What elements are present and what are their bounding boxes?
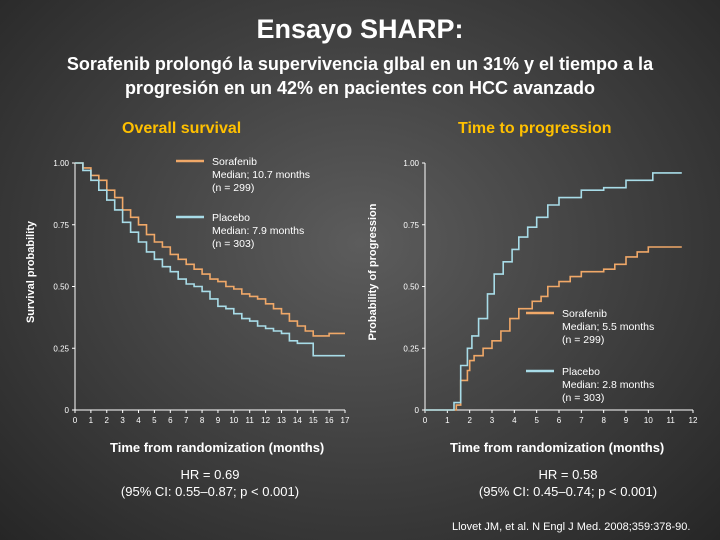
os-legend-text-placebo: (n = 303) [212, 238, 254, 250]
os-x-tick-label: 1 [89, 416, 94, 425]
ttp-x-tick-label: 4 [512, 416, 517, 425]
ttp-legend-text-sorafenib: Median; 5.5 months [562, 321, 654, 333]
subtitle-line-2: progresión en un 42% en pacientes con HC… [124, 78, 596, 98]
ttp-x-tick-label: 5 [534, 416, 539, 425]
ttp-line-sorafenib [425, 246, 682, 411]
ttp-x-tick-label: 3 [490, 416, 495, 425]
ttp-hr-line-1: HR = 0.58 [538, 467, 598, 482]
os-legend-text-placebo: Placebo [212, 212, 250, 224]
ttp-legend-text-sorafenib: Sorafenib [562, 308, 607, 320]
os-x-tick-label: 8 [200, 416, 205, 425]
os-hr-line-2: (95% CI: 0.55–0.87; p < 0.001) [120, 484, 300, 499]
ttp-legend-text-sorafenib: (n = 299) [562, 334, 604, 346]
ttp-x-tick-label: 2 [467, 416, 472, 425]
ttp-x-tick-label: 0 [423, 416, 428, 425]
os-x-tick-label: 17 [341, 416, 350, 425]
os-x-tick-label: 16 [325, 416, 334, 425]
ttp-legend-text-placebo: (n = 303) [562, 392, 604, 404]
os-legend-text-sorafenib: (n = 299) [212, 182, 254, 194]
os-x-tick-label: 13 [277, 416, 286, 425]
os-line-placebo [75, 162, 345, 357]
os-y-tick-label: 1.00 [53, 159, 69, 168]
ttp-legend-text-placebo: Median: 2.8 months [562, 379, 654, 391]
ttp-x-tick-label: 11 [667, 416, 676, 425]
os-x-tick-label: 14 [293, 416, 302, 425]
ttp-y-axis-label: Probability of progression [367, 203, 379, 340]
os-x-tick-label: 9 [216, 416, 221, 425]
os-x-tick-label: 10 [229, 416, 238, 425]
citation: Llovet JM, et al. N Engl J Med. 2008;359… [452, 521, 691, 533]
ttp-y-tick-label: 1.00 [403, 159, 419, 168]
os-y-tick-label: 0 [65, 406, 70, 415]
os-line-sorafenib [75, 162, 345, 337]
ttp-x-tick-label: 12 [689, 416, 698, 425]
ttp-x-tick-label: 8 [601, 416, 606, 425]
os-x-tick-label: 12 [261, 416, 270, 425]
os-hr-line-1: HR = 0.69 [180, 467, 240, 482]
ttp-x-tick-label: 10 [644, 416, 653, 425]
os-chart-title: Overall survival [122, 120, 242, 137]
os-x-tick-label: 11 [246, 416, 255, 425]
os-y-tick-label: 0.50 [53, 283, 69, 292]
os-x-tick-label: 0 [73, 416, 78, 425]
ttp-y-tick-label: 0.50 [403, 283, 419, 292]
os-y-tick-label: 0.25 [53, 344, 69, 353]
ttp-x-tick-label: 9 [624, 416, 629, 425]
ttp-x-tick-label: 1 [445, 416, 450, 425]
os-legend-text-placebo: Median: 7.9 months [212, 225, 304, 237]
os-y-axis-label: Survival probability [25, 220, 37, 323]
ttp-x-tick-label: 6 [557, 416, 562, 425]
ttp-y-tick-label: 0.75 [403, 221, 419, 230]
ttp-line-placebo [425, 172, 682, 411]
os-y-tick-label: 0.75 [53, 221, 69, 230]
ttp-hazard-ratio: HR = 0.58 (95% CI: 0.45–0.74; p < 0.001) [448, 466, 688, 500]
os-x-tick-label: 6 [168, 416, 173, 425]
os-x-tick-label: 15 [309, 416, 318, 425]
os-x-tick-label: 4 [136, 416, 141, 425]
os-x-tick-label: 2 [105, 416, 110, 425]
os-legend-text-sorafenib: Sorafenib [212, 156, 257, 168]
os-hazard-ratio: HR = 0.69 (95% CI: 0.55–0.87; p < 0.001) [90, 466, 330, 500]
ttp-hr-line-2: (95% CI: 0.45–0.74; p < 0.001) [478, 484, 658, 499]
os-x-axis-label: Time from randomization (months) [110, 440, 325, 455]
os-x-tick-label: 5 [152, 416, 157, 425]
ttp-y-tick-label: 0.25 [403, 344, 419, 353]
ttp-y-tick-label: 0 [415, 406, 420, 415]
ttp-legend-text-placebo: Placebo [562, 366, 600, 378]
os-x-tick-label: 3 [120, 416, 125, 425]
slide-title: Ensayo SHARP: [256, 14, 464, 44]
ttp-x-tick-label: 7 [579, 416, 584, 425]
os-x-tick-label: 7 [184, 416, 189, 425]
slide-subtitle: Sorafenib prolongó la supervivencia glba… [0, 52, 720, 100]
os-legend-text-sorafenib: Median; 10.7 months [212, 169, 310, 181]
ttp-chart-title: Time to progression [458, 120, 612, 137]
subtitle-line-1: Sorafenib prolongó la supervivencia glba… [66, 54, 654, 74]
ttp-x-axis-label: Time from randomization (months) [450, 440, 665, 455]
